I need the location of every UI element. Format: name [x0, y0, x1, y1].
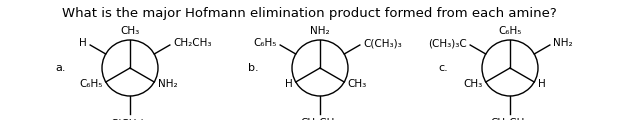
Text: CH₃: CH₃	[348, 79, 367, 89]
Text: c.: c.	[438, 63, 448, 73]
Text: What is the major Hofmann elimination product formed from each amine?: What is the major Hofmann elimination pr…	[62, 7, 556, 20]
Text: CH₂CH₃: CH₂CH₃	[301, 118, 339, 120]
Text: CH₂CH₃: CH₂CH₃	[491, 118, 529, 120]
Text: CH₂CH₃: CH₂CH₃	[173, 38, 212, 48]
Text: C(CH₃)₃: C(CH₃)₃	[363, 38, 402, 48]
Text: H: H	[284, 79, 292, 89]
Text: (CH₃)₃C: (CH₃)₃C	[428, 38, 467, 48]
Text: C₆H₅: C₆H₅	[79, 79, 103, 89]
Text: NH₂: NH₂	[310, 26, 330, 36]
Text: NH₂: NH₂	[158, 79, 177, 89]
Text: CH₃: CH₃	[463, 79, 482, 89]
Text: b.: b.	[248, 63, 258, 73]
Text: C(CH₃)₃: C(CH₃)₃	[111, 118, 150, 120]
Text: C₆H₅: C₆H₅	[498, 26, 522, 36]
Text: H: H	[79, 38, 87, 48]
Text: C₆H₅: C₆H₅	[253, 38, 277, 48]
Text: CH₃: CH₃	[121, 26, 140, 36]
Text: H: H	[538, 79, 546, 89]
Text: NH₂: NH₂	[553, 38, 573, 48]
Text: a.: a.	[55, 63, 66, 73]
